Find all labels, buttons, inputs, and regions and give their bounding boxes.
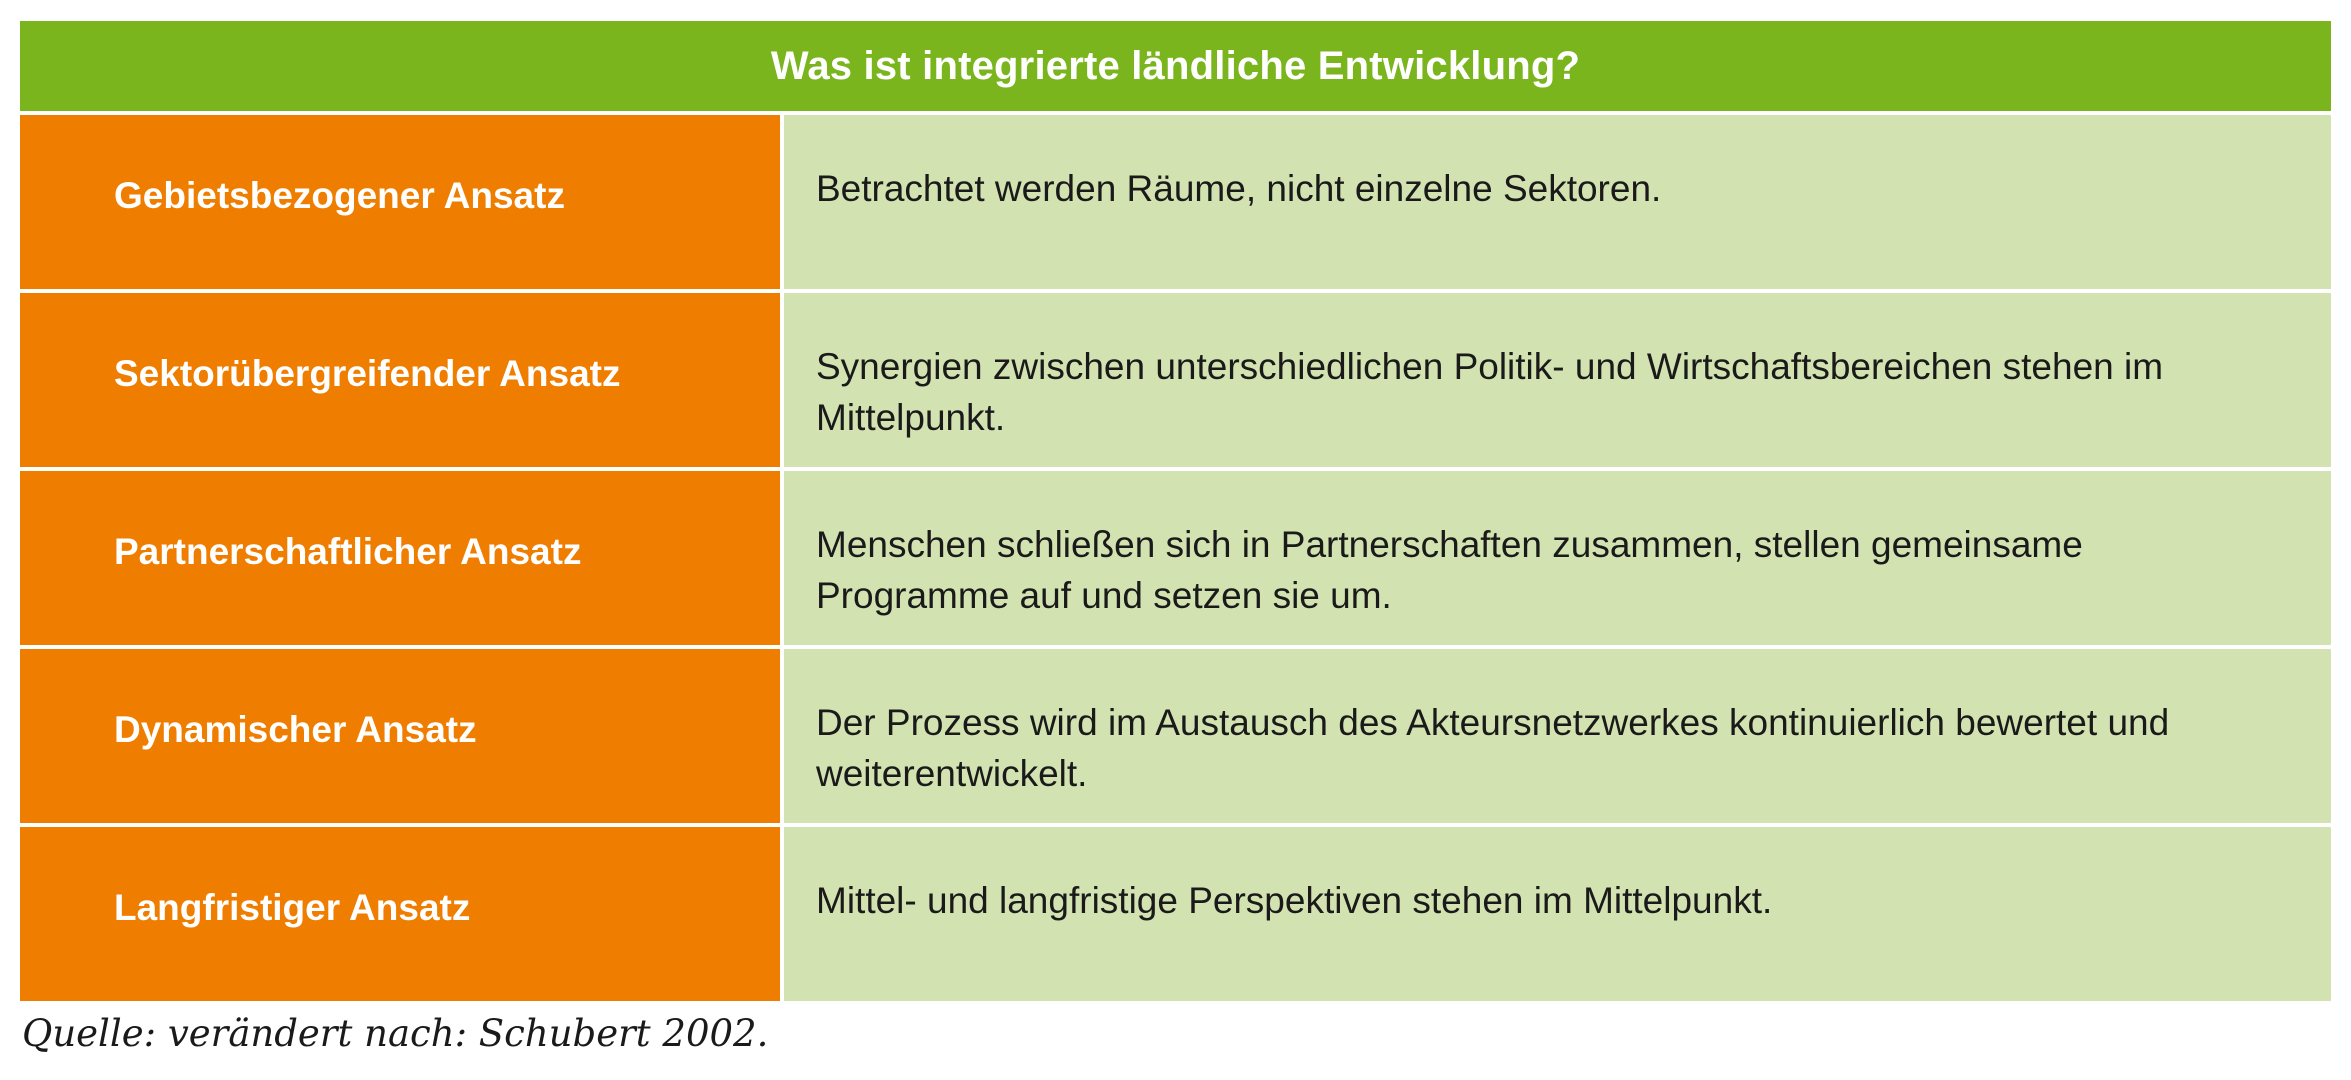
row-description: Der Prozess wird im Austausch des Akteur…	[784, 649, 2331, 823]
row-description: Mittel- und langfristige Perspektiven st…	[784, 827, 2331, 1001]
table-title: Was ist integrierte ländliche Entwicklun…	[20, 21, 2331, 111]
row-description: Synergien zwischen unterschiedlichen Pol…	[784, 293, 2331, 467]
table-row: Sektorübergreifender Ansatz Synergien zw…	[20, 293, 2331, 467]
row-label: Gebietsbezogener Ansatz	[20, 115, 780, 289]
table-row: Partnerschaftlicher Ansatz Menschen schl…	[20, 471, 2331, 645]
table-row: Langfristiger Ansatz Mittel- und langfri…	[20, 827, 2331, 1001]
row-label: Langfristiger Ansatz	[20, 827, 780, 1001]
table-row: Gebietsbezogener Ansatz Betrachtet werde…	[20, 115, 2331, 289]
row-label: Sektorübergreifender Ansatz	[20, 293, 780, 467]
row-description: Menschen schließen sich in Partnerschaft…	[784, 471, 2331, 645]
approaches-table: Was ist integrierte ländliche Entwicklun…	[20, 21, 2331, 1001]
row-label: Dynamischer Ansatz	[20, 649, 780, 823]
row-label: Partnerschaftlicher Ansatz	[20, 471, 780, 645]
table-row: Dynamischer Ansatz Der Prozess wird im A…	[20, 649, 2331, 823]
source-citation: Quelle: verändert nach: Schubert 2002.	[22, 1012, 769, 1055]
row-description: Betrachtet werden Räume, nicht einzelne …	[784, 115, 2331, 289]
